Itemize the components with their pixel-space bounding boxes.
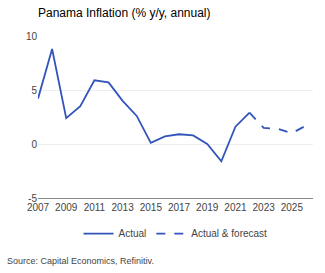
svg-text:Panama Inflation (% y/y, annua: Panama Inflation (% y/y, annual) [38,6,211,20]
svg-text:2019: 2019 [196,202,219,213]
svg-text:2017: 2017 [168,202,191,213]
svg-text:5: 5 [31,85,37,96]
svg-text:2023: 2023 [253,202,276,213]
svg-text:2011: 2011 [84,202,106,213]
svg-text:-5: -5 [28,193,37,204]
svg-text:2009: 2009 [55,202,78,213]
svg-text:2007: 2007 [27,202,50,213]
svg-text:Source: Capital Economics, Ref: Source: Capital Economics, Refinitiv. [7,256,154,266]
svg-text:Actual & forecast: Actual & forecast [191,228,267,239]
svg-text:2015: 2015 [140,202,163,213]
svg-text:10: 10 [26,31,38,42]
svg-text:2013: 2013 [111,202,134,213]
svg-text:2025: 2025 [281,202,304,213]
svg-text:Actual: Actual [119,228,147,239]
svg-text:0: 0 [31,139,37,150]
svg-text:2021: 2021 [224,202,247,213]
